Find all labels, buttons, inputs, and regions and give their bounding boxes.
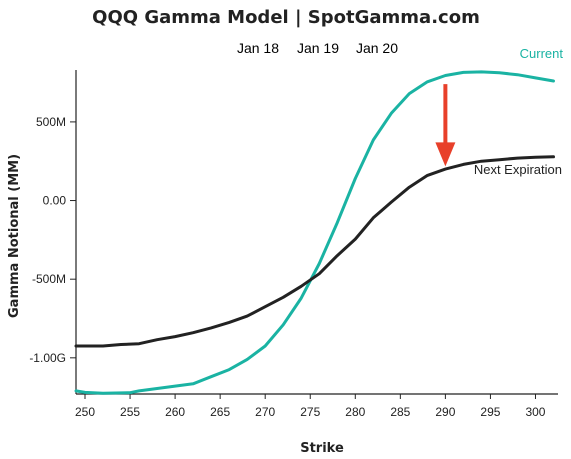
y-tick-label: -500M xyxy=(32,272,66,286)
y-tick-label: 500M xyxy=(36,115,66,129)
x-tick-label: 290 xyxy=(435,405,455,419)
series-layer: Current Next Expiration xyxy=(74,46,564,395)
y-axis-label: Gamma Notional (MM) xyxy=(7,154,22,318)
legend-item-jan-20[interactable]: Jan 20 xyxy=(356,40,398,56)
x-tick-label: 295 xyxy=(480,405,500,419)
x-tick-label: 300 xyxy=(525,405,545,419)
x-tick-label: 285 xyxy=(390,405,410,419)
arrow-head xyxy=(435,142,456,167)
legend: Jan 18 Jan 19 Jan 20 xyxy=(237,40,398,56)
x-tick-label: 250 xyxy=(75,405,95,419)
annotation-layer xyxy=(435,84,456,167)
series-label-current: Current xyxy=(520,46,564,61)
x-tick-label: 280 xyxy=(345,405,365,419)
y-tick-label: 0.00 xyxy=(43,194,67,208)
series-line-current xyxy=(74,70,555,395)
legend-item-jan-19[interactable]: Jan 19 xyxy=(297,40,339,56)
x-tick-label: 255 xyxy=(120,405,140,419)
axes: 250 255 260 265 270 275 280 285 290 295 300 500M 0.0… xyxy=(29,70,558,419)
x-tick-label: 260 xyxy=(165,405,185,419)
series-label-next-expiration: Next Expiration xyxy=(474,162,562,177)
series-line-next-expiration xyxy=(74,155,555,348)
x-tick-label: 275 xyxy=(300,405,320,419)
x-axis-label: Strike xyxy=(300,441,344,456)
y-tick-label: -1.00G xyxy=(29,351,66,365)
chart-title: QQQ Gamma Model | SpotGamma.com xyxy=(92,7,480,28)
x-tick-label: 265 xyxy=(210,405,230,419)
legend-item-jan-18[interactable]: Jan 18 xyxy=(237,40,279,56)
x-tick-label: 270 xyxy=(255,405,275,419)
